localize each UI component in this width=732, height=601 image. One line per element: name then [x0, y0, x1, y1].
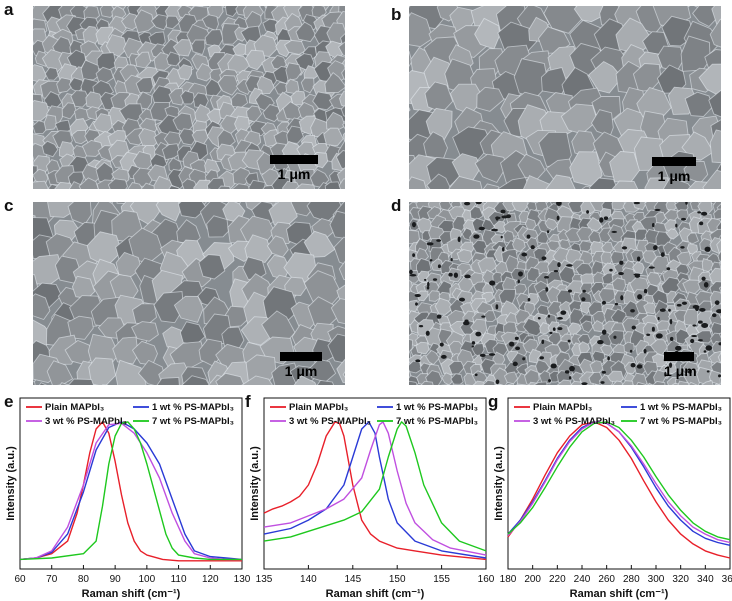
series-line — [263, 421, 487, 561]
plot-frame — [263, 397, 487, 570]
x-axis-title: Raman shift (cm⁻¹) — [326, 588, 425, 600]
panel-letter-g: g — [488, 392, 499, 411]
x-tick-label: 130 — [234, 574, 251, 585]
legend-label: 1 wt % PS-MAPbI₃ — [396, 402, 478, 413]
x-axis-title: Raman shift (cm⁻¹) — [82, 588, 181, 600]
sem-image-a — [33, 6, 345, 189]
x-tick-label: 200 — [524, 574, 541, 585]
sem-image-c — [33, 202, 345, 385]
chart-svg: 135 140 145 150 155 160 Raman shift (cm⁻¹) Inte… — [249, 397, 495, 600]
legend-label: 7 wt % PS-MAPbI₃ — [152, 416, 234, 427]
x-tick-label: 155 — [433, 574, 450, 585]
panel-letter-d: d — [391, 196, 402, 215]
legend-label: 3 wt % PS-MAPbI₃ — [45, 416, 127, 427]
legend-label: 1 wt % PS-MAPbI₃ — [640, 402, 722, 413]
series-line — [263, 421, 487, 552]
series-line — [263, 421, 487, 556]
x-tick-label: 80 — [78, 574, 90, 585]
sem-texture — [33, 6, 345, 189]
x-tick-label: 140 — [300, 574, 317, 585]
x-tick-label: 300 — [648, 574, 665, 585]
legend-label: 7 wt % PS-MAPbI₃ — [640, 416, 722, 427]
chart-svg: 180 200 220 240 260 280 300 320 340 360 Raman shif… — [493, 397, 732, 600]
x-tick-label: 150 — [389, 574, 406, 585]
scale-bar-label: 1 μm — [657, 168, 691, 184]
panel-letter-b: b — [391, 5, 402, 24]
legend-label: Plain MAPbI₃ — [533, 402, 592, 413]
scale-bar-a: 1 μm — [270, 155, 318, 182]
scale-bar-label: 1 μm — [277, 166, 311, 182]
scale-bar-d: 1 μm — [664, 352, 697, 379]
series-line — [19, 422, 242, 561]
x-tick-label: 90 — [110, 574, 122, 585]
x-tick-label: 240 — [574, 574, 591, 585]
legend-label: 1 wt % PS-MAPbI₃ — [152, 402, 234, 413]
x-tick-label: 70 — [46, 574, 58, 585]
x-tick-label: 320 — [672, 574, 689, 585]
scale-bar-line — [664, 352, 694, 361]
series-line — [507, 421, 731, 559]
x-tick-label: 120 — [202, 574, 219, 585]
sem-texture — [409, 6, 721, 189]
series-line — [19, 421, 242, 561]
y-axis-title: Intensity (a.u.) — [5, 446, 17, 521]
x-tick-label: 360 — [722, 574, 732, 585]
x-tick-label: 260 — [598, 574, 615, 585]
series-line — [19, 421, 243, 561]
x-tick-label: 280 — [623, 574, 640, 585]
scale-bar-line — [652, 157, 696, 166]
raman-chart-g: 180 200 220 240 260 280 300 320 340 360 Raman shif… — [488, 392, 732, 601]
scale-bar-c: 1 μm — [280, 352, 322, 379]
x-tick-label: 220 — [549, 574, 566, 585]
panel-letter-e: e — [4, 392, 14, 411]
y-axis-title: Intensity (a.u.) — [493, 446, 505, 521]
plot-frame — [19, 397, 243, 570]
scale-bar-label: 1 μm — [664, 363, 697, 379]
x-tick-label: 110 — [171, 574, 187, 585]
x-tick-label: 180 — [500, 574, 517, 585]
sem-texture — [33, 202, 345, 385]
raman-chart-e: 60 70 80 90 100 110 120 130 Raman shift (cm⁻¹) In… — [0, 392, 251, 601]
x-tick-label: 60 — [14, 574, 26, 585]
series-line — [263, 421, 487, 559]
scale-bar-label: 1 μm — [284, 363, 318, 379]
x-tick-label: 145 — [344, 574, 361, 585]
panel-letter-a: a — [4, 0, 14, 19]
y-axis-title: Intensity (a.u.) — [249, 446, 261, 521]
legend-label: Plain MAPbI₃ — [45, 402, 104, 413]
series-line — [507, 421, 731, 541]
x-tick-label: 340 — [697, 574, 714, 585]
plot-frame — [507, 397, 731, 570]
x-tick-label: 100 — [139, 574, 156, 585]
series-line — [507, 421, 731, 544]
x-tick-label: 135 — [256, 574, 273, 585]
x-tick-label: 160 — [478, 574, 495, 585]
legend-label: 7 wt % PS-MAPbI₃ — [396, 416, 478, 427]
panel-letter-c: c — [4, 196, 14, 215]
raman-chart-f: 135 140 145 150 155 160 Raman shift (cm⁻¹) Inte… — [244, 392, 495, 601]
series-line — [19, 421, 242, 562]
chart-svg: 60 70 80 90 100 110 120 130 Raman shift (cm⁻¹) In… — [5, 397, 251, 600]
legend-label: 3 wt % PS-MAPbI₃ — [533, 416, 615, 427]
panel-letter-f: f — [245, 392, 251, 411]
scale-bar-line — [270, 155, 318, 164]
scale-bar-b: 1 μm — [652, 157, 696, 184]
x-axis-title: Raman shift (cm⁻¹) — [570, 588, 669, 600]
legend-label: 3 wt % PS-MAPbI₃ — [289, 416, 371, 427]
scale-bar-line — [280, 352, 322, 361]
legend-label: Plain MAPbI₃ — [289, 402, 348, 413]
